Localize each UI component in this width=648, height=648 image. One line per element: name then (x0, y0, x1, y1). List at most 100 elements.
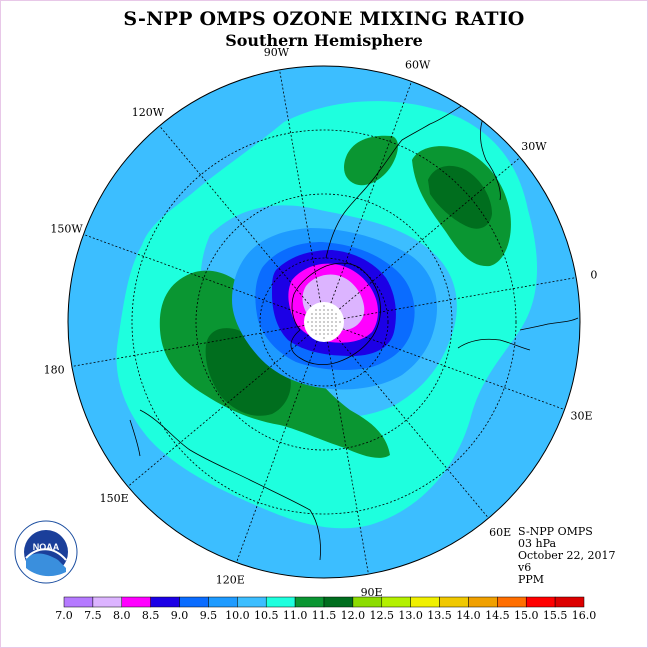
pole-dot (323, 313, 325, 315)
pole-dot (319, 309, 321, 311)
meridian-line (323, 157, 521, 323)
colorbar-box (150, 596, 180, 608)
colorbar-labels: 7.0 7.5 8.0 8.5 9.0 9.5 10.0 10.5 11.0 11.5 12.0 12… (55, 609, 596, 622)
pole-dot (319, 329, 321, 331)
longitude-label: 120W (132, 106, 165, 119)
coast-south-america (325, 96, 501, 259)
longitude-label: 0 (590, 268, 597, 281)
meridian-line (236, 321, 325, 563)
colorbar-label: 15.5 (543, 609, 568, 622)
pole-dot (335, 329, 337, 331)
colorbar-box (208, 596, 238, 608)
logo-text: NOAA (33, 542, 60, 552)
pole-dot (311, 321, 313, 323)
info-level: 03 hPa (518, 537, 557, 550)
contour-band-11-5-left (205, 328, 291, 416)
colorbar-label: 15.0 (514, 609, 539, 622)
longitude-label: 30E (570, 410, 592, 423)
pole-dot (335, 313, 337, 315)
colorbar-label: 8.5 (142, 609, 160, 622)
colorbar-box (63, 596, 94, 608)
colorbar-label: 10.0 (225, 609, 250, 622)
colorbar-label: 12.0 (341, 609, 366, 622)
pole-dot (319, 325, 321, 327)
pole-dot (311, 329, 313, 331)
pole-dot (331, 309, 333, 311)
pole-dot (335, 321, 337, 323)
meridian-line (83, 234, 325, 323)
pole-dot (323, 317, 325, 319)
colorbar-boxes (63, 596, 585, 608)
logo-wave (26, 553, 66, 577)
pole-dot (327, 325, 329, 327)
info-units: PPM (518, 573, 545, 586)
map-subtitle: Southern Hemisphere (225, 31, 423, 50)
colorbar-box (554, 596, 585, 608)
colorbar-box (525, 596, 556, 608)
pole-dot (331, 333, 333, 335)
pole-dot (339, 321, 341, 323)
info-date: October 22, 2017 (518, 549, 616, 562)
latitude-circle-60s (195, 193, 453, 451)
pole-dot (319, 313, 321, 315)
meridian-line (323, 81, 412, 323)
info-instrument: S-NPP OMPS (518, 525, 593, 538)
map-info-block: S-NPP OMPS 03 hPa October 22, 2017 v6 PP… (518, 526, 616, 586)
graticule (71, 69, 577, 575)
colorbar-box (352, 596, 383, 608)
pole-dot (327, 309, 329, 311)
longitude-label: 30W (521, 140, 547, 153)
pole-dot (319, 321, 321, 323)
pole-dot (323, 337, 325, 339)
colorbar-box (237, 596, 267, 608)
pole-dot (315, 333, 317, 335)
pole-dot (311, 325, 313, 327)
pole-dot (323, 333, 325, 335)
meridian-line (159, 125, 325, 323)
ozone-contour-field (68, 66, 580, 578)
logo-gull (25, 548, 67, 561)
longitude-labels: 90W 60W 30W 0 30E 60E 90E 120E 150E 180 150W 120W (44, 46, 598, 599)
contour-band-11-5-right (428, 165, 492, 229)
pole-dot (307, 321, 309, 323)
map-border-circle (67, 65, 581, 579)
pole-dot (319, 317, 321, 319)
colorbar-label: 14.5 (485, 609, 510, 622)
pole-dot (331, 317, 333, 319)
colorbar-label: 13.5 (427, 609, 452, 622)
coast-new-zealand (129, 419, 141, 457)
pole-dot (315, 313, 317, 315)
colorbar-box (468, 596, 498, 608)
latitude-circle-80s (259, 257, 389, 387)
longitude-label: 90W (264, 46, 290, 59)
pole-dot (315, 325, 317, 327)
map-title: S-NPP OMPS OZONE MIXING RATIO (123, 8, 525, 30)
colorbar-label: 7.5 (84, 609, 102, 622)
colorbar-box (294, 596, 325, 608)
colorbar-box (323, 596, 354, 608)
pole-dots (307, 305, 341, 339)
meridian-line (323, 277, 577, 323)
pole-dot (323, 329, 325, 331)
coast-antarctica (290, 262, 381, 366)
longitude-label: 90E (361, 586, 383, 599)
pole-dot (315, 329, 317, 331)
colorbar-label: 8.0 (113, 609, 131, 622)
longitude-label: 150W (50, 222, 83, 235)
colorbar-box (179, 596, 209, 608)
pole-dot (331, 325, 333, 327)
pole-dot (327, 329, 329, 331)
meridian-line (279, 69, 325, 323)
meridian-lines (71, 69, 577, 575)
meridian-line (323, 321, 369, 575)
coastlines (129, 96, 579, 561)
meridian-line (323, 321, 489, 519)
meridian-line (127, 321, 325, 487)
colorbar-label: 11.0 (283, 609, 308, 622)
pole-dot (311, 317, 313, 319)
pole-dot (335, 317, 337, 319)
colorbar-label: 13.0 (398, 609, 423, 622)
